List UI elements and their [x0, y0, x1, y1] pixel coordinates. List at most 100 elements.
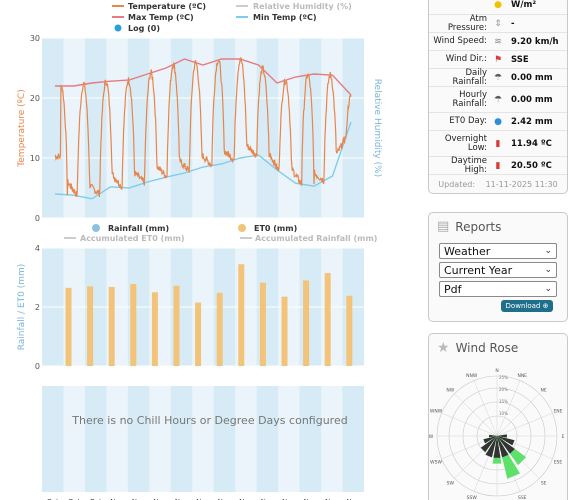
- thermometer-icon: ▮: [495, 138, 501, 149]
- et0-bar[interactable]: [216, 292, 223, 366]
- date-band: [213, 386, 236, 492]
- rose-direction-label: NW: [446, 387, 454, 393]
- weather-row: Daytime High: ▮ 20.50 ºC: [429, 156, 567, 175]
- sun-icon: ●: [494, 0, 502, 10]
- rose-direction-label: NE: [541, 387, 547, 393]
- rose-petal-calm: [497, 436, 515, 446]
- wind-rose-panel: ★ Wind Rose NNNENEENEEESESESSESSSWSWWSWW…: [428, 333, 568, 500]
- radiation-row: ● W/m²: [429, 0, 567, 15]
- report-type-select[interactable]: Weather ⌄: [439, 243, 557, 259]
- legend-humidity[interactable]: Relative Humidity (%): [253, 2, 352, 11]
- rose-ring-label: 10%: [499, 411, 508, 416]
- x-tick-label: Nov: [303, 498, 317, 500]
- et0-bar[interactable]: [259, 282, 266, 366]
- date-band: [299, 38, 322, 218]
- thermometer-icon: ▮: [495, 160, 501, 171]
- rose-spoke: [473, 380, 498, 437]
- x-tick-label: Nov: [196, 498, 210, 500]
- et0-bar[interactable]: [281, 296, 288, 366]
- rain-icon: ☂: [493, 94, 503, 105]
- weather-row: Atm Pressure: ⇕ -: [429, 14, 567, 33]
- et0-bar[interactable]: [346, 295, 353, 366]
- reports-panel: ▤ Reports Weather ⌄ Current Year ⌄ Pdf ⌄ Do…: [428, 212, 568, 322]
- legend-rainfall[interactable]: Rainfall (mm): [108, 224, 169, 233]
- weather-legend: Temperature (ºC) Max Temp (ºC) Log (0) R…: [112, 2, 352, 33]
- date-band: [256, 386, 279, 492]
- date-band: [299, 386, 322, 492]
- et0-bar[interactable]: [238, 264, 245, 366]
- legend-min-temp[interactable]: Min Temp (ºC): [253, 13, 317, 22]
- x-tick-label: Nov: [346, 498, 360, 500]
- y-tick-label: 0: [35, 362, 40, 371]
- et0-bar[interactable]: [195, 302, 202, 366]
- max-temp-series: [55, 58, 352, 96]
- y-tick-label: 10: [30, 154, 40, 163]
- rose-spoke: [454, 393, 498, 437]
- charts-area: 30 20 10 0 Temperature (ºC) Relative Hum…: [17, 2, 382, 500]
- rose-petal-calm: [485, 436, 497, 458]
- radiation-unit: W/m²: [511, 0, 537, 10]
- report-period-select[interactable]: Current Year ⌄: [439, 262, 557, 278]
- et0-bar[interactable]: [130, 283, 137, 366]
- wind-rose-chart: NNNENEENEEESESESSESSSWSWWSWWWNWNWNNW25%2…: [429, 368, 565, 500]
- date-band: [342, 386, 364, 492]
- et0-bar[interactable]: [87, 286, 94, 366]
- weather-row: Wind Speed: ≋ 9.20 km/h: [429, 33, 567, 51]
- wind-icon: ≋: [494, 36, 502, 47]
- chill-hours-chart: There is no Chill Hours or Degree Days c…: [42, 386, 364, 500]
- legend-rainfall-swatch: [92, 224, 100, 232]
- download-button[interactable]: Download ⊕: [501, 300, 553, 312]
- y-axis-label-temperature: Temperature (ºC): [17, 89, 27, 167]
- legend-log[interactable]: Log (0): [128, 24, 160, 33]
- rain-icon: ☂: [493, 72, 503, 83]
- weather-chart: 30 20 10 0 Temperature (ºC) Relative Hum…: [17, 34, 382, 223]
- rose-direction-label: ESE: [554, 459, 563, 465]
- rose-direction-label: WNW: [430, 409, 443, 415]
- rose-direction-label: ENE: [553, 409, 562, 415]
- rose-spoke: [496, 393, 540, 437]
- rose-direction-label: W: [429, 434, 434, 440]
- rose-ring-label: 25%: [499, 375, 508, 380]
- y-tick-label: 20: [30, 94, 40, 103]
- et0-bar[interactable]: [108, 286, 115, 366]
- legend-et0[interactable]: ET0 (mm): [254, 224, 297, 233]
- rose-direction-label: SSE: [518, 495, 527, 500]
- x-tick-label: Oct: [90, 498, 102, 500]
- x-tick-label: Oct: [68, 498, 80, 500]
- rose-spoke: [496, 412, 553, 437]
- legend-temperature[interactable]: Temperature (ºC): [128, 2, 206, 11]
- pressure-icon: ⇕: [494, 18, 502, 29]
- rose-spoke: [441, 412, 498, 437]
- et0-bar[interactable]: [151, 292, 158, 366]
- date-band: [42, 38, 64, 218]
- x-tick-label: Nov: [175, 498, 189, 500]
- et0-bar[interactable]: [65, 287, 72, 366]
- et0-bar[interactable]: [173, 285, 180, 366]
- y-tick-label: 4: [35, 244, 40, 253]
- rose-petal-calm: [497, 434, 507, 438]
- rose-direction-label: SE: [541, 481, 547, 487]
- weather-row: Wind Dir.: ⚑ SSE: [429, 51, 567, 69]
- date-band: [127, 38, 150, 218]
- rose-petal-calm: [497, 436, 509, 458]
- et0-bar[interactable]: [303, 280, 310, 366]
- no-data-message: There is no Chill Hours or Degree Days c…: [71, 414, 347, 427]
- weather-row: ET0 Day: ● 2.42 mm: [429, 113, 567, 131]
- current-weather-panel: ● W/m² Atm Pressure: ⇕ - Wind Speed: ≋ 9…: [428, 0, 568, 194]
- rose-spoke: [496, 380, 521, 437]
- x-tick-label: Nov: [325, 498, 339, 500]
- legend-et0-swatch: [238, 224, 246, 232]
- rose-direction-label: SSW: [467, 495, 478, 500]
- et0-bar[interactable]: [324, 273, 331, 366]
- rose-direction-label: NNE: [517, 373, 527, 379]
- weather-row: Hourly Rainfall: ☂ 0.00 mm: [429, 87, 567, 113]
- last-updated: Updated: 11-11-2025 11:30: [438, 180, 558, 189]
- y-tick-label: 0: [35, 214, 40, 223]
- legend-acc-rain[interactable]: Accumulated Rainfall (mm): [255, 234, 377, 243]
- rose-direction-label: NNW: [466, 373, 478, 379]
- report-format-select[interactable]: Pdf ⌄: [439, 281, 557, 297]
- legend-max-temp[interactable]: Max Temp (ºC): [128, 13, 194, 22]
- legend-acc-et0[interactable]: Accumulated ET0 (mm): [80, 234, 185, 243]
- rose-petal-calm: [497, 436, 515, 454]
